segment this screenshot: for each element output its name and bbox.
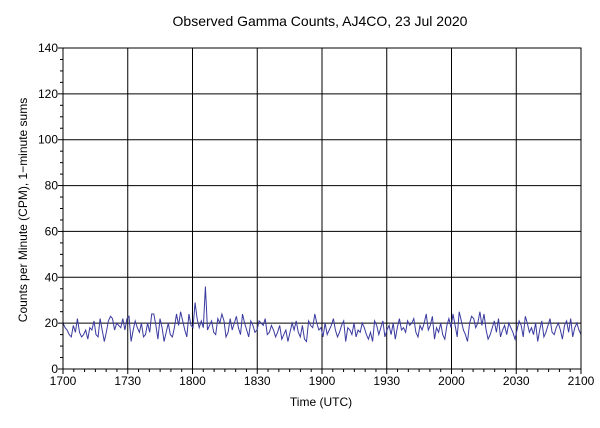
y-tick-label: 120 bbox=[38, 87, 58, 101]
y-tick-label: 20 bbox=[45, 316, 59, 330]
x-tick-label: 1900 bbox=[309, 374, 336, 388]
x-tick-label: 2000 bbox=[438, 374, 465, 388]
x-tick-label: 1700 bbox=[50, 374, 77, 388]
y-tick-label: 40 bbox=[45, 270, 59, 284]
series-line bbox=[62, 286, 582, 343]
y-axis-label: Counts per Minute (CPM), 1−minute sums bbox=[16, 98, 30, 322]
y-tick-label: 80 bbox=[45, 179, 59, 193]
x-axis-label: Time (UTC) bbox=[290, 395, 352, 409]
x-tick-label: 2030 bbox=[503, 374, 530, 388]
grid-lines bbox=[63, 48, 581, 369]
chart-title: Observed Gamma Counts, AJ4CO, 23 Jul 202… bbox=[173, 13, 468, 29]
x-tick-label: 1730 bbox=[114, 374, 141, 388]
y-tick-label: 60 bbox=[45, 224, 59, 238]
y-tick-label: 100 bbox=[38, 133, 58, 147]
y-tick-label: 140 bbox=[38, 41, 58, 55]
plot-frame bbox=[62, 47, 582, 370]
y-tick-label: 0 bbox=[51, 362, 58, 376]
x-axis-ticks: 1700 1730 1800 1830 1900 1930 2000 2030 2100 bbox=[50, 369, 595, 388]
x-tick-label: 2100 bbox=[568, 374, 595, 388]
x-tick-label: 1830 bbox=[244, 374, 271, 388]
x-tick-label: 1800 bbox=[179, 374, 206, 388]
y-axis-ticks: 0 20 40 60 80 100 120 140 bbox=[38, 41, 63, 376]
x-tick-label: 1930 bbox=[373, 374, 400, 388]
